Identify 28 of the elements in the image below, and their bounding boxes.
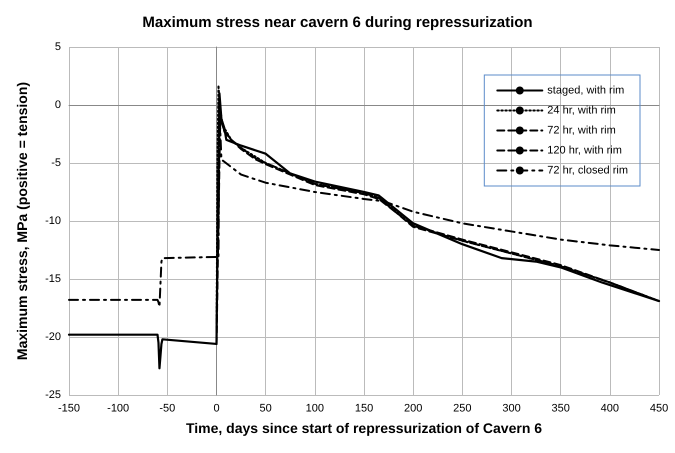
- x-tick-label: 200: [404, 402, 422, 414]
- x-axis-title: Time, days since start of repressurization of Cavern 6: [186, 420, 542, 436]
- x-tick-label: 150: [354, 402, 374, 414]
- legend-label: staged, with rim: [547, 84, 624, 96]
- x-tick-label: 350: [551, 402, 570, 414]
- legend-label: 24 hr, with rim: [547, 104, 616, 116]
- y-axis-title: Maximum stress, MPa (positive = tension): [14, 82, 30, 360]
- x-tick-label: 300: [502, 402, 521, 414]
- x-tick-label: 450: [650, 402, 668, 414]
- y-tick-label: -10: [45, 215, 61, 227]
- x-tick-label: 250: [453, 402, 472, 414]
- x-tick-label: -100: [107, 402, 130, 414]
- x-tick-label: 50: [260, 402, 272, 414]
- y-tick-label: -25: [45, 389, 61, 401]
- x-tick-label: -50: [159, 402, 176, 414]
- legend-label: 72 hr, closed rim: [547, 164, 628, 176]
- chart-title: Maximum stress near cavern 6 during repressurization: [142, 14, 533, 31]
- y-tick-label: -20: [45, 331, 61, 343]
- legend-label: 120 hr, with rim: [547, 144, 622, 156]
- x-tick-label: 0: [213, 402, 220, 414]
- x-tick-label: 400: [600, 402, 620, 414]
- y-tick-label: 0: [54, 99, 61, 111]
- y-tick-label: -15: [45, 273, 61, 285]
- y-tick-label: 5: [54, 41, 61, 53]
- legend-label: 72 hr, with rim: [547, 124, 616, 136]
- x-tick-label: 100: [306, 402, 324, 414]
- y-tick-label: -5: [51, 157, 61, 169]
- x-tick-label: -150: [58, 402, 80, 414]
